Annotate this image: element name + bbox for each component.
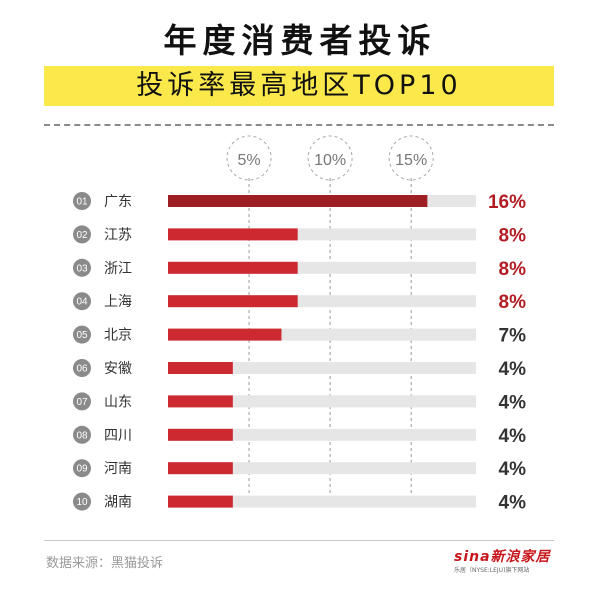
value-label: 8% — [499, 225, 527, 246]
value-label: 16% — [488, 192, 526, 213]
bar-track — [168, 395, 476, 408]
value-label: 4% — [499, 359, 527, 380]
header-divider — [44, 124, 554, 126]
rank-badge — [73, 425, 91, 444]
category-label: 浙江 — [104, 261, 132, 277]
value-label: 4% — [499, 493, 527, 514]
bar — [168, 395, 233, 408]
brand-tagline: 乐居（NYSE:LEJU)旗下网站 — [454, 567, 530, 574]
rank-label: 06 — [76, 364, 88, 375]
bar — [168, 261, 298, 274]
bar — [168, 495, 233, 508]
bar-track — [168, 462, 476, 475]
rank-label: 10 — [76, 497, 88, 508]
rank-badge — [73, 392, 91, 411]
rank-label: 05 — [76, 330, 88, 341]
category-label: 湖南 — [104, 495, 132, 511]
value-label: 4% — [499, 459, 527, 480]
category-label: 江苏 — [104, 227, 132, 243]
value-label: 4% — [499, 392, 527, 413]
rank-label: 08 — [76, 430, 88, 441]
category-label: 广东 — [104, 194, 132, 210]
footer-divider — [44, 540, 554, 541]
subtitle-band — [44, 66, 554, 106]
tick-circle — [307, 135, 353, 181]
category-label: 山东 — [104, 394, 132, 410]
rank-badge — [73, 359, 91, 377]
value-label: 7% — [499, 326, 527, 347]
rank-badge — [73, 325, 91, 344]
category-label: 四川 — [104, 428, 132, 444]
bar — [168, 195, 428, 207]
value-label: 4% — [499, 426, 527, 447]
tick-circle — [226, 135, 272, 181]
value-label: 8% — [499, 259, 527, 280]
rank-badge — [73, 258, 91, 277]
bar — [168, 295, 298, 308]
tick-label: 15% — [395, 152, 427, 169]
tick-label: 5% — [237, 152, 260, 169]
rank-badge — [73, 292, 91, 311]
bar-track — [168, 362, 476, 374]
rank-label: 07 — [76, 397, 88, 408]
rank-badge — [73, 225, 91, 244]
bar-track — [168, 428, 476, 441]
rank-badge — [73, 192, 91, 210]
bar-track — [168, 495, 476, 508]
bar — [168, 428, 233, 441]
value-label: 8% — [499, 292, 527, 313]
brand-logo: sina新浪家居 乐居（NYSE:LEJU)旗下网站 — [454, 546, 558, 578]
rank-label: 04 — [76, 297, 88, 308]
rank-badge — [73, 459, 91, 478]
tick-label: 10% — [314, 152, 346, 169]
bar — [168, 228, 298, 241]
rank-label: 02 — [76, 230, 88, 241]
bar — [168, 328, 282, 341]
chart-subtitle: 投诉率最高地区TOP10 — [136, 70, 462, 101]
tick-circle — [388, 135, 434, 181]
rank-label: 03 — [76, 263, 88, 274]
data-source-note: 数据来源：黑猫投诉 — [46, 556, 164, 571]
rank-label: 01 — [76, 197, 88, 208]
category-label: 北京 — [104, 328, 132, 344]
rank-label: 09 — [76, 464, 88, 475]
chart-title: 年度消费者投诉 — [163, 21, 437, 60]
category-label: 上海 — [104, 294, 132, 310]
bar — [168, 362, 233, 374]
category-label: 河南 — [104, 461, 132, 477]
brand-name: sina新浪家居 — [454, 549, 551, 565]
rank-badge — [73, 492, 91, 511]
category-label: 安徽 — [104, 361, 132, 377]
bar — [168, 462, 233, 475]
